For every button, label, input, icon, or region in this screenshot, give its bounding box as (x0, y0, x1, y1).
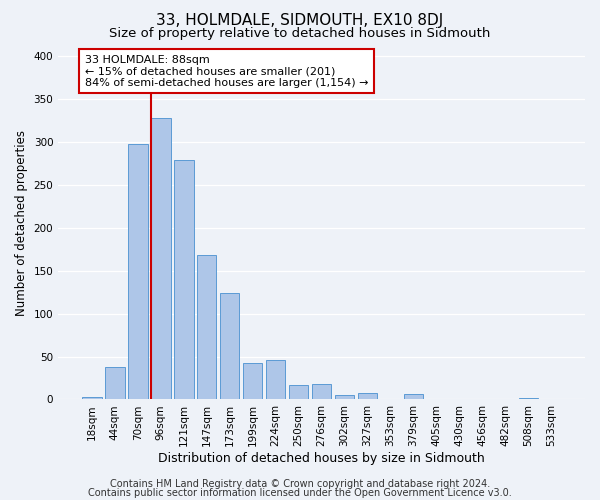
Text: Contains public sector information licensed under the Open Government Licence v3: Contains public sector information licen… (88, 488, 512, 498)
Bar (243, 364, 262, 400)
Bar (128, 144, 148, 400)
Bar (197, 255, 217, 400)
Bar (518, 398, 538, 400)
Text: Contains HM Land Registry data © Crown copyright and database right 2024.: Contains HM Land Registry data © Crown c… (110, 479, 490, 489)
Bar (335, 395, 355, 400)
Bar (381, 398, 400, 400)
Bar (404, 394, 423, 400)
Text: 33, HOLMDALE, SIDMOUTH, EX10 8DJ: 33, HOLMDALE, SIDMOUTH, EX10 8DJ (157, 12, 443, 28)
Bar (220, 293, 239, 400)
X-axis label: Distribution of detached houses by size in Sidmouth: Distribution of detached houses by size … (158, 452, 485, 465)
Bar (105, 367, 125, 400)
Bar (151, 118, 170, 400)
Bar (82, 397, 101, 400)
Y-axis label: Number of detached properties: Number of detached properties (15, 130, 28, 316)
Text: Size of property relative to detached houses in Sidmouth: Size of property relative to detached ho… (109, 28, 491, 40)
Bar (289, 385, 308, 400)
Bar (358, 394, 377, 400)
Text: 33 HOLMDALE: 88sqm
← 15% of detached houses are smaller (201)
84% of semi-detach: 33 HOLMDALE: 88sqm ← 15% of detached hou… (85, 54, 368, 88)
Bar (266, 360, 286, 400)
Bar (174, 160, 194, 400)
Bar (312, 384, 331, 400)
